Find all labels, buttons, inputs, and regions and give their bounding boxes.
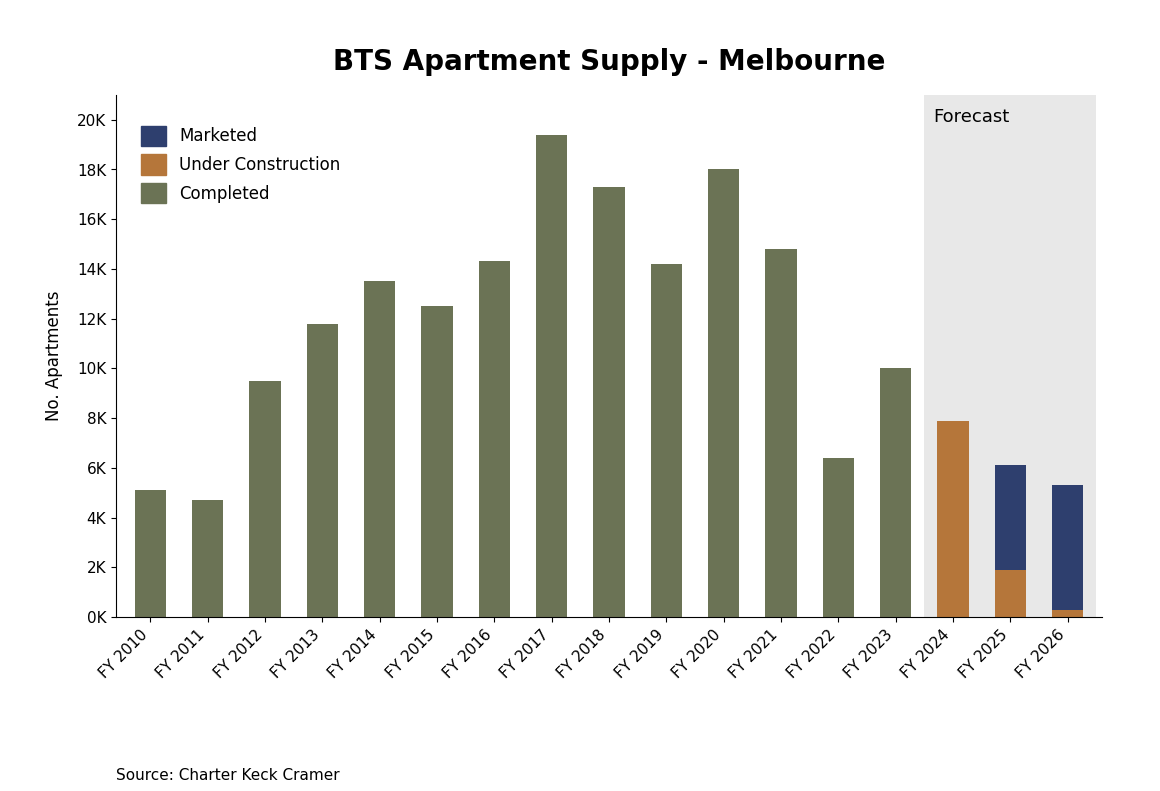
Bar [651, 264, 682, 617]
Bar [306, 324, 338, 617]
Bar [994, 570, 1027, 617]
Bar [937, 421, 969, 617]
Bar [249, 380, 281, 617]
Bar [593, 187, 625, 617]
Bar [880, 369, 912, 617]
Bar [364, 282, 396, 617]
Bar [135, 490, 166, 617]
Bar [1052, 610, 1083, 617]
Legend: Marketed, Under Construction, Completed: Marketed, Under Construction, Completed [135, 119, 347, 210]
Text: Source: Charter Keck Cramer: Source: Charter Keck Cramer [116, 768, 340, 783]
Bar [191, 500, 224, 617]
Bar [536, 134, 567, 617]
Bar [1052, 485, 1083, 610]
Title: BTS Apartment Supply - Melbourne: BTS Apartment Supply - Melbourne [333, 48, 885, 76]
Bar [822, 458, 854, 617]
Text: Forecast: Forecast [933, 108, 1009, 126]
Bar [421, 306, 452, 617]
Bar [479, 262, 510, 617]
Bar [708, 169, 739, 617]
Bar [925, 95, 1096, 617]
Bar [994, 465, 1027, 570]
Y-axis label: No. Apartments: No. Apartments [45, 291, 63, 421]
Bar [766, 249, 797, 617]
